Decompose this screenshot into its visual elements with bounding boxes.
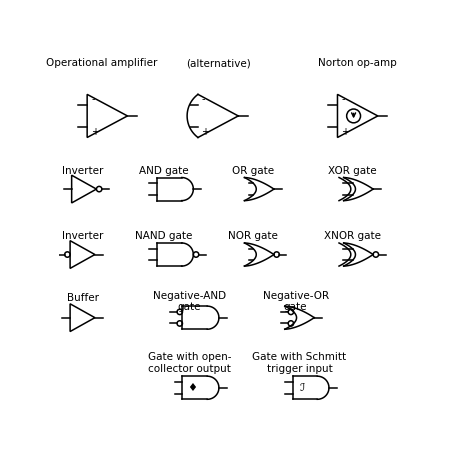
Text: OR gate: OR gate (232, 166, 274, 176)
Text: ♦: ♦ (187, 383, 197, 393)
Text: XOR gate: XOR gate (328, 166, 376, 176)
Text: -: - (341, 94, 345, 104)
Text: Negative-OR
gate: Negative-OR gate (263, 291, 328, 312)
Text: Negative-AND
gate: Negative-AND gate (153, 291, 226, 312)
Text: Inverter: Inverter (62, 231, 103, 242)
Text: Inverter: Inverter (62, 166, 103, 176)
Text: -: - (201, 94, 205, 104)
Text: (alternative): (alternative) (186, 58, 250, 68)
Text: Norton op-amp: Norton op-amp (318, 58, 397, 68)
Text: NOR gate: NOR gate (228, 231, 278, 242)
Text: NAND gate: NAND gate (135, 231, 192, 242)
Text: Gate with open-
collector output: Gate with open- collector output (148, 352, 231, 374)
Text: Buffer: Buffer (66, 293, 99, 303)
Text: Gate with Schmitt
trigger input: Gate with Schmitt trigger input (253, 352, 346, 374)
Text: +: + (201, 127, 209, 137)
Text: AND gate: AND gate (139, 166, 189, 176)
Text: -: - (91, 94, 94, 104)
Text: Operational amplifier: Operational amplifier (46, 58, 157, 68)
Text: +: + (91, 127, 99, 137)
Text: +: + (341, 127, 349, 137)
Text: ℐ: ℐ (299, 383, 304, 393)
Text: XNOR gate: XNOR gate (324, 231, 381, 242)
